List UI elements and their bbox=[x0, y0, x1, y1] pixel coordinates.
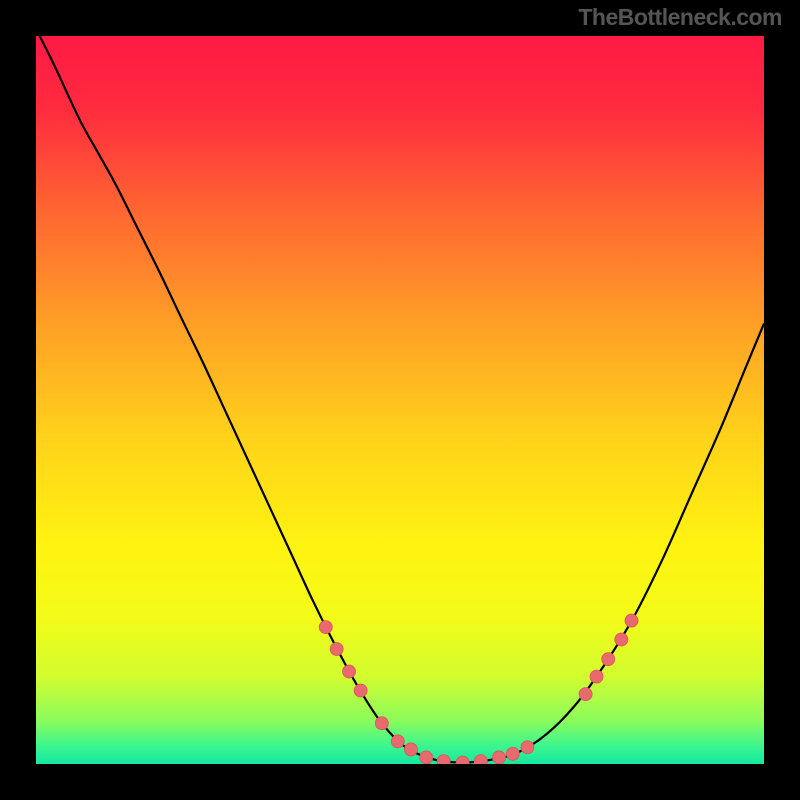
curve-markers bbox=[319, 614, 638, 764]
curve-marker bbox=[602, 653, 615, 666]
curve-overlay bbox=[36, 36, 764, 764]
curve-marker bbox=[391, 735, 404, 748]
curve-marker bbox=[354, 684, 367, 697]
watermark-text: TheBottleneck.com bbox=[578, 4, 782, 31]
curve-marker bbox=[625, 614, 638, 627]
curve-marker bbox=[330, 642, 343, 655]
curve-marker bbox=[493, 751, 506, 764]
curve-marker bbox=[404, 743, 417, 756]
curve-marker bbox=[343, 665, 356, 678]
chart-container: TheBottleneck.com bbox=[0, 0, 800, 800]
curve-marker bbox=[579, 688, 592, 701]
curve-marker bbox=[506, 747, 519, 760]
curve-marker bbox=[420, 751, 433, 764]
curve-marker bbox=[474, 755, 487, 764]
plot-area bbox=[36, 36, 764, 764]
curve-marker bbox=[590, 670, 603, 683]
curve-marker bbox=[456, 756, 469, 764]
curve-marker bbox=[521, 741, 534, 754]
curve-marker bbox=[375, 717, 388, 730]
curve-marker bbox=[319, 621, 332, 634]
curve-marker bbox=[437, 755, 450, 764]
curve-marker bbox=[615, 633, 628, 646]
bottleneck-curve bbox=[40, 36, 764, 763]
